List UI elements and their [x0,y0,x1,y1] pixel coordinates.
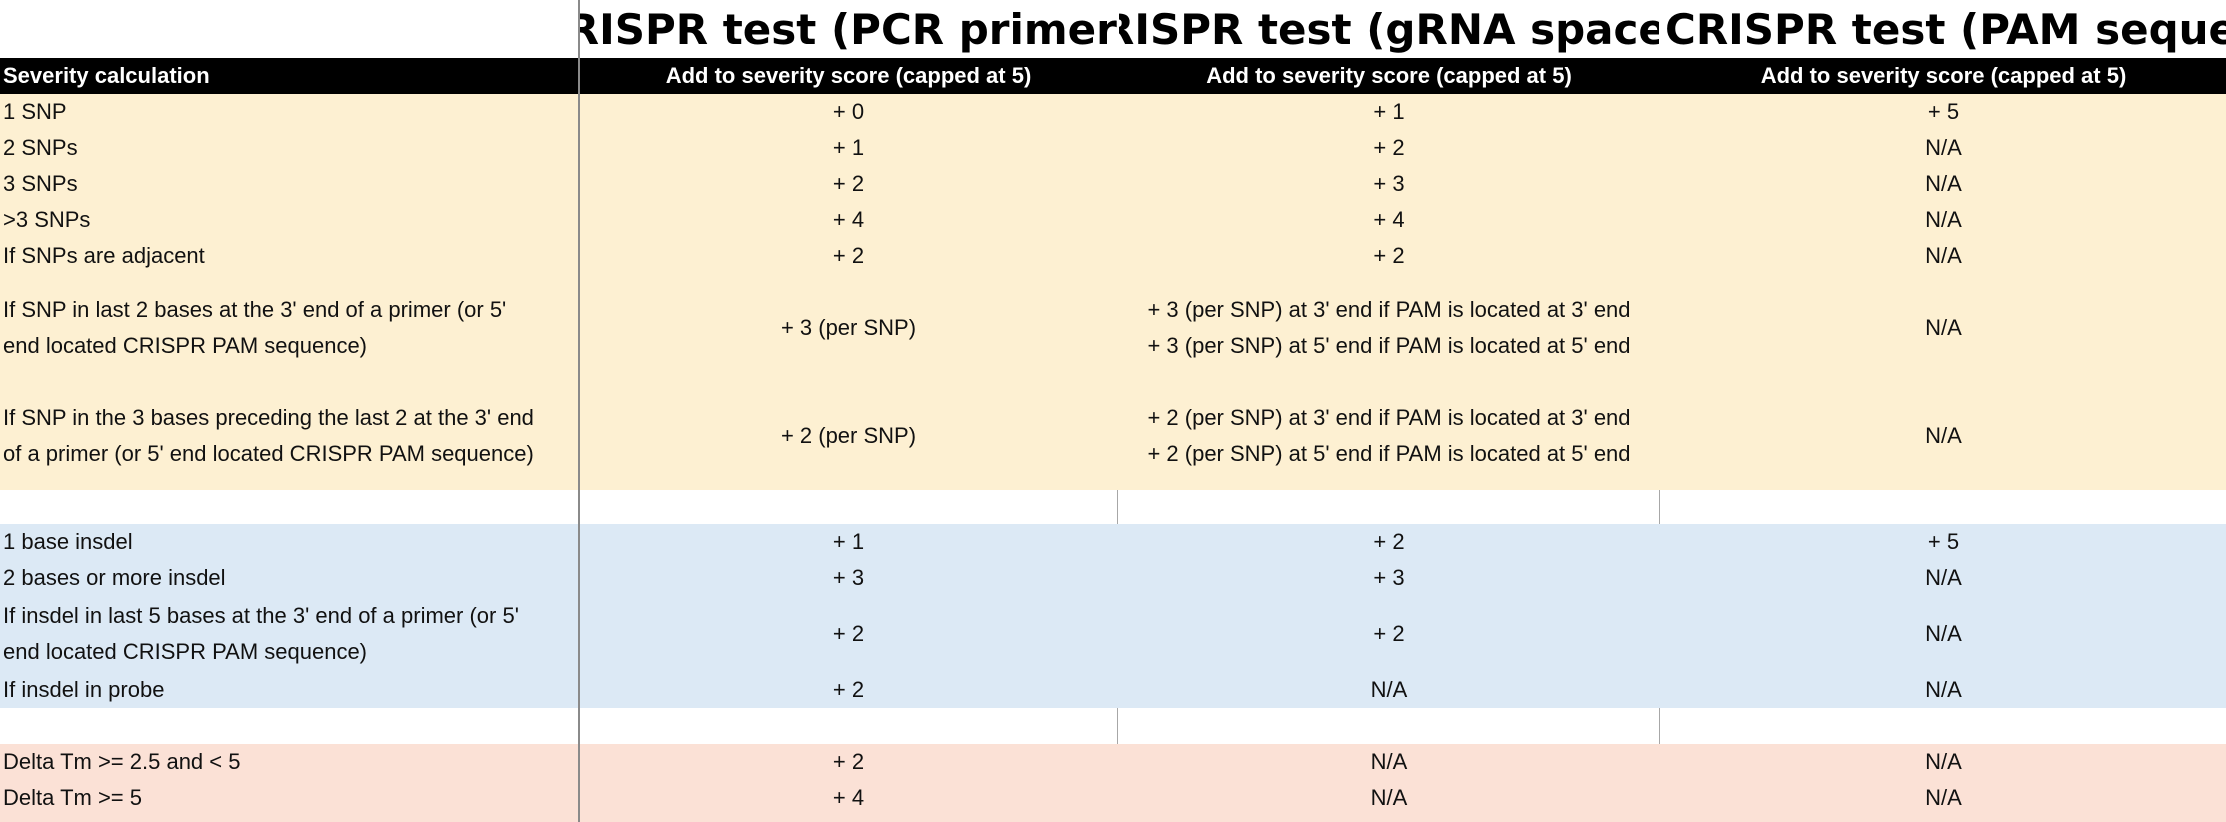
pcr-primers-cell[interactable]: + 2 [832,677,865,702]
grna-spacer-cell[interactable]: + 3 [1373,171,1405,196]
header-severity-calculation[interactable]: Severity calculation [3,63,210,88]
header-grna-spacer[interactable]: Add to severity score (capped at 5) [1206,63,1572,88]
row-label-line: end located CRISPR PAM sequence) [3,639,367,664]
header-pam-sequence[interactable]: Add to severity score (capped at 5) [1760,63,2127,88]
table-row: Delta Tm >= 2.5 and < 5 + 2 N/A N/A [0,744,2226,780]
row-label[interactable]: Delta Tm >= 5 [3,785,142,810]
cell-line: + 2 (per SNP) at 3' end if PAM is locate… [1147,405,1631,430]
row-label[interactable]: >3 SNPs [3,207,91,232]
cell-line: + 2 (per SNP) at 5' end if PAM is locate… [1147,441,1631,466]
pam-sequence-cell[interactable]: N/A [1925,785,1962,810]
row-label[interactable]: If SNPs are adjacent [3,243,205,268]
pam-sequence-cell[interactable]: N/A [1925,243,1962,268]
pam-sequence-cell[interactable]: N/A [1925,423,1962,448]
cell-line: + 3 (per SNP) at 5' end if PAM is locate… [1147,333,1631,358]
row-label-line: end located CRISPR PAM sequence) [3,333,367,358]
row-label[interactable]: If insdel in probe [3,677,165,702]
row-label[interactable]: If SNP in the 3 bases preceding the last… [0,382,576,490]
pam-sequence-cell[interactable]: N/A [1925,207,1962,232]
grna-spacer-cell[interactable]: + 2 (per SNP) at 3' end if PAM is locate… [1119,382,1659,490]
table-row: 1 base insdel + 1 + 2 + 5 [0,524,2226,560]
pcr-primers-cell[interactable]: + 2 [832,621,865,646]
pcr-primers-cell[interactable]: + 4 [832,785,865,810]
column-divider [1659,708,1660,744]
table-row: Delta Tm >= 5 + 4 N/A N/A [0,780,2226,822]
row-label[interactable]: If insdel in last 5 bases at the 3' end … [0,596,576,672]
table-row: 2 bases or more insdel + 3 + 3 N/A [0,560,2226,596]
row-label[interactable]: 3 SNPs [3,171,78,196]
column-divider [578,0,580,822]
row-label[interactable]: 2 SNPs [3,135,78,160]
table-row: 2 SNPs + 1 + 2 N/A [0,130,2226,166]
title-pam-sequence[interactable]: CRISPR test (PAM sequence) [1665,4,2226,54]
table-row: If insdel in probe + 2 N/A N/A [0,672,2226,708]
row-label-line: of a primer (or 5' end located CRISPR PA… [3,441,534,466]
table-row: If SNP in last 2 bases at the 3' end of … [0,274,2226,382]
pcr-primers-cell[interactable]: + 1 [832,529,865,554]
column-divider [1117,490,1118,524]
header-pcr-primers[interactable]: Add to severity score (capped at 5) [665,63,1032,88]
pcr-primers-cell[interactable]: + 1 [832,135,865,160]
pam-sequence-cell[interactable]: N/A [1925,171,1962,196]
pcr-primers-cell[interactable]: + 2 [832,749,865,774]
cell-line: + 3 (per SNP) at 3' end if PAM is locate… [1147,297,1631,322]
row-label-line: If SNP in the 3 bases preceding the last… [3,405,534,430]
row-label-line: If insdel in last 5 bases at the 3' end … [3,603,519,628]
grna-spacer-cell[interactable]: + 2 [1373,529,1405,554]
title-row: CRISPR test (PCR primers) CRISPR test (g… [0,0,2226,58]
grna-spacer-cell[interactable]: N/A [1370,785,1408,810]
title-grna-spacer[interactable]: CRISPR test (gRNA spacer) [1119,4,1659,54]
empty-row [0,490,2226,524]
grna-spacer-cell[interactable]: + 4 [1373,207,1405,232]
grna-spacer-cell[interactable]: + 2 [1373,621,1405,646]
pcr-primers-cell[interactable]: + 2 [832,243,865,268]
pam-sequence-cell[interactable]: N/A [1925,315,1962,340]
pcr-primers-cell[interactable]: + 3 [832,565,865,590]
pam-sequence-cell[interactable]: N/A [1925,677,1962,702]
column-divider [1659,490,1660,524]
row-label[interactable]: 1 base insdel [3,529,133,554]
pam-sequence-cell[interactable]: N/A [1925,565,1962,590]
title-pcr-primers[interactable]: CRISPR test (PCR primers) [580,4,1117,54]
grna-spacer-cell[interactable]: N/A [1370,749,1408,774]
table-row: If insdel in last 5 bases at the 3' end … [0,596,2226,672]
grna-spacer-cell[interactable]: N/A [1370,677,1408,702]
pam-sequence-cell[interactable]: + 5 [1927,529,1960,554]
grna-spacer-cell[interactable]: + 3 [1373,565,1405,590]
table-row: If SNPs are adjacent + 2 + 2 N/A [0,238,2226,274]
table-row: >3 SNPs + 4 + 4 N/A [0,202,2226,238]
empty-row [0,708,2226,744]
pcr-primers-cell[interactable]: + 3 (per SNP) [780,315,917,340]
grna-spacer-cell[interactable]: + 2 [1373,243,1405,268]
pam-sequence-cell[interactable]: + 5 [1927,99,1960,124]
grna-spacer-cell[interactable]: + 1 [1373,99,1405,124]
grna-spacer-cell[interactable]: + 3 (per SNP) at 3' end if PAM is locate… [1119,274,1659,382]
row-label[interactable]: Delta Tm >= 2.5 and < 5 [3,749,241,774]
pcr-primers-cell[interactable]: + 2 (per SNP) [780,423,917,448]
row-label[interactable]: 2 bases or more insdel [3,565,226,590]
column-divider [1117,708,1118,744]
pam-sequence-cell[interactable]: N/A [1925,621,1962,646]
pcr-primers-cell[interactable]: + 0 [832,99,865,124]
table-row: If SNP in the 3 bases preceding the last… [0,382,2226,490]
pam-sequence-cell[interactable]: N/A [1925,749,1962,774]
pam-sequence-cell[interactable]: N/A [1925,135,1962,160]
row-label[interactable]: 1 SNP [3,99,67,124]
row-label[interactable]: If SNP in last 2 bases at the 3' end of … [0,274,576,382]
table-row: 1 SNP + 0 + 1 + 5 [0,94,2226,130]
pcr-primers-cell[interactable]: + 4 [832,207,865,232]
row-label-line: If SNP in last 2 bases at the 3' end of … [3,297,507,322]
grna-spacer-cell[interactable]: + 2 [1373,135,1405,160]
header-row: Severity calculation Add to severity sco… [0,58,2226,94]
pcr-primers-cell[interactable]: + 2 [832,171,865,196]
table-row: 3 SNPs + 2 + 3 N/A [0,166,2226,202]
